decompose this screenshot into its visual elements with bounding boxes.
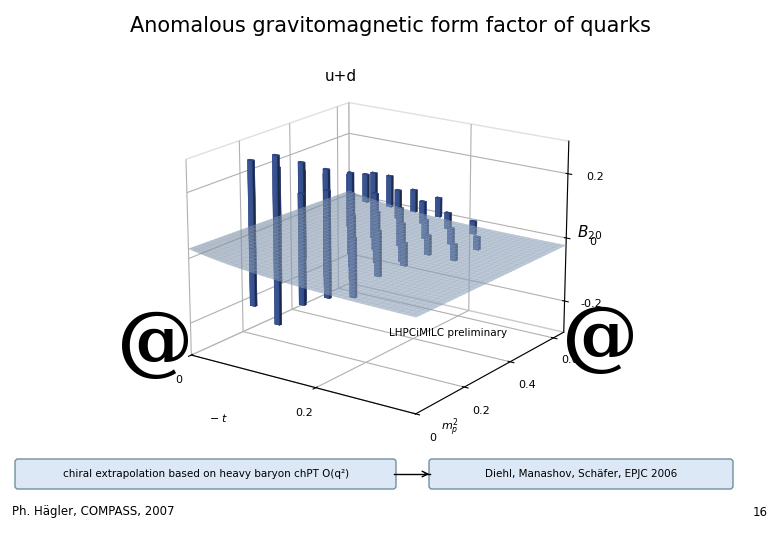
Text: chiral extrapolation based on heavy baryon chPT O(q²): chiral extrapolation based on heavy bary… xyxy=(63,469,349,479)
FancyBboxPatch shape xyxy=(15,459,396,489)
Text: $B_{20}$: $B_{20}$ xyxy=(576,224,602,242)
Text: $-\ t$: $-\ t$ xyxy=(209,412,229,424)
Text: Diehl, Manashov, Schäfer, EPJC 2006: Diehl, Manashov, Schäfer, EPJC 2006 xyxy=(485,469,677,479)
Text: Ph. Hägler, COMPASS, 2007: Ph. Hägler, COMPASS, 2007 xyxy=(12,505,175,518)
Text: @: @ xyxy=(117,308,193,382)
Text: $m_p^2$: $m_p^2$ xyxy=(441,417,459,439)
Text: 16: 16 xyxy=(753,505,768,518)
Text: Anomalous gravitomagnetic form factor of quarks: Anomalous gravitomagnetic form factor of… xyxy=(129,16,651,36)
Text: u+d: u+d xyxy=(324,70,356,84)
Text: @: @ xyxy=(562,303,638,377)
FancyBboxPatch shape xyxy=(429,459,733,489)
